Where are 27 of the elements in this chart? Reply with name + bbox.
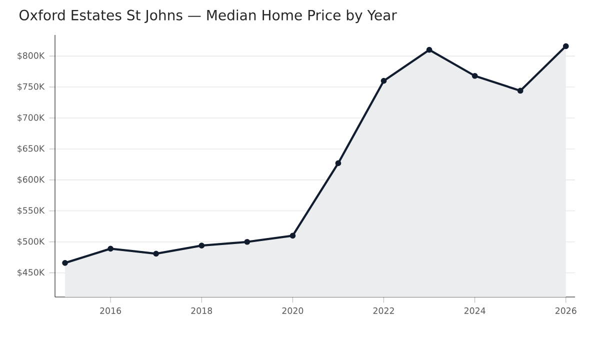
point [562, 43, 569, 50]
point [517, 88, 524, 94]
point [198, 242, 205, 249]
y-tick-label: $750K [18, 83, 45, 91]
point [335, 160, 342, 166]
point [426, 46, 432, 53]
y-tick-label: $650K [18, 145, 45, 153]
point [472, 72, 478, 79]
y-tick-label: $500K [18, 238, 45, 246]
point [108, 246, 114, 252]
point [153, 250, 160, 257]
x-tick-label: 2024 [464, 307, 486, 314]
point [290, 232, 296, 239]
x-tick-label: 2016 [100, 307, 122, 314]
x-tick-label: 2026 [556, 307, 576, 314]
chart-title: Oxford Estates St Johns — Median Home Price by Year [20, 10, 397, 24]
y-tick-label: $550K [18, 206, 45, 215]
y-tick-label: $450K [18, 268, 45, 277]
y-tick-label: $600K [18, 176, 45, 184]
point [244, 238, 250, 245]
point [62, 260, 68, 266]
x-tick-label: 2018 [191, 307, 212, 314]
point [380, 78, 387, 84]
x-tick-label: 2022 [373, 307, 394, 314]
x-tick-label: 2020 [282, 307, 304, 314]
y-tick-label: $700K [18, 114, 45, 122]
y-tick-label: $800K [18, 52, 45, 60]
